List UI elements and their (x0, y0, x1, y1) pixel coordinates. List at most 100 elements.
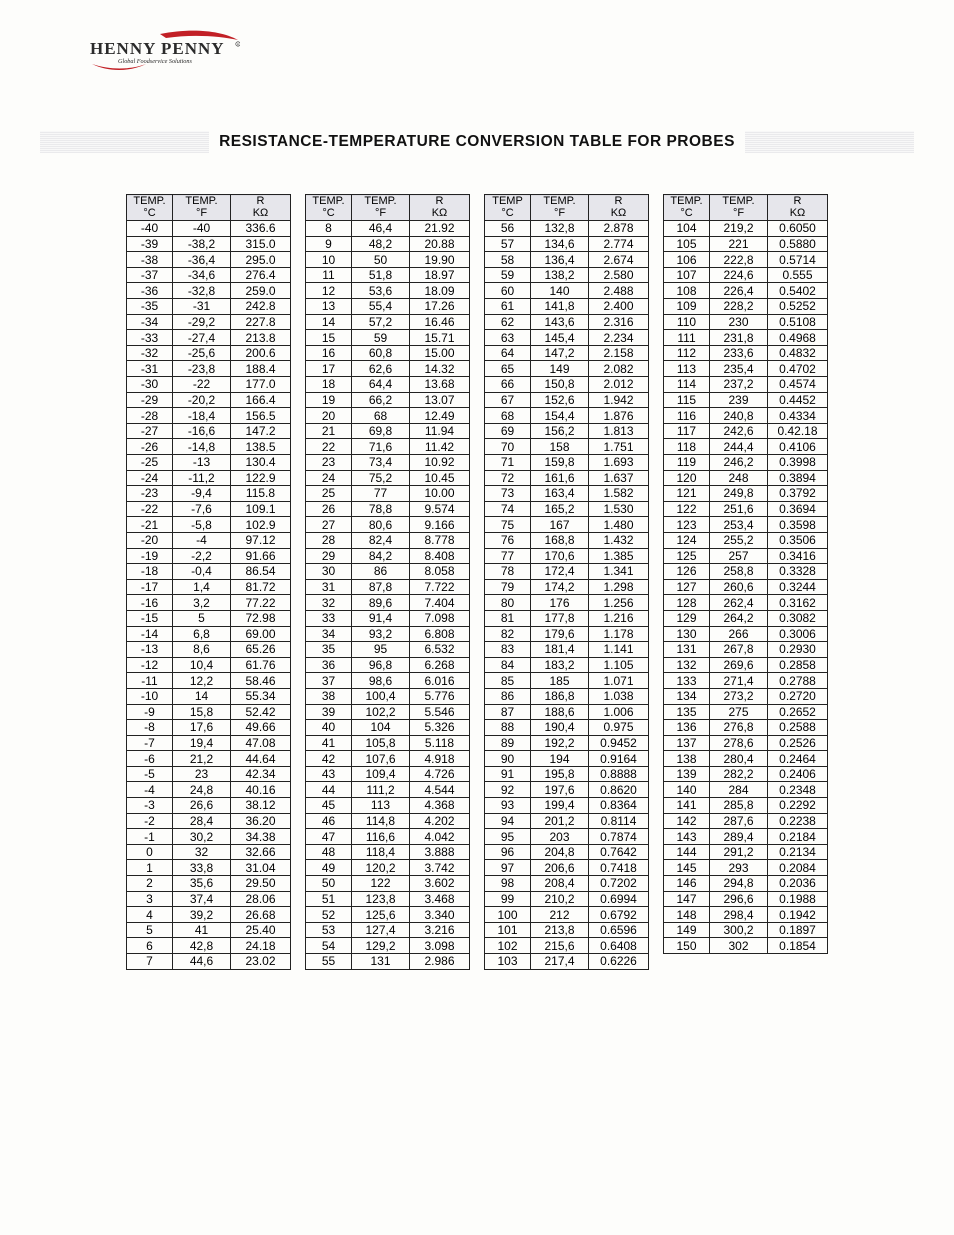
cell-fahrenheit: 240,8 (710, 408, 768, 424)
cell-celsius: 43 (306, 766, 352, 782)
cell-resistance: 2.400 (589, 299, 649, 315)
cell-fahrenheit: 28,4 (173, 813, 231, 829)
cell-resistance: 1.582 (589, 486, 649, 502)
cell-celsius: 114 (664, 377, 710, 393)
cell-resistance: 130.4 (231, 455, 291, 471)
cell-celsius: 134 (664, 688, 710, 704)
cell-fahrenheit: 39,2 (173, 907, 231, 923)
cell-celsius: 76 (485, 532, 531, 548)
cell-resistance: 61.76 (231, 657, 291, 673)
cell-resistance: 9.574 (410, 501, 470, 517)
cell-resistance: 0.2036 (768, 876, 828, 892)
cell-celsius: 41 (306, 735, 352, 751)
cell-resistance: 0.3162 (768, 595, 828, 611)
table-row: 52125,63.340 (306, 907, 470, 923)
cell-resistance: 6.268 (410, 657, 470, 673)
cell-celsius: 83 (485, 642, 531, 658)
table-row: 206812.49 (306, 408, 470, 424)
table-row: 144291,20.2134 (664, 844, 828, 860)
table-row: -130,234.38 (127, 829, 291, 845)
cell-celsius: 15 (306, 330, 352, 346)
table-row: 2271,611.42 (306, 439, 470, 455)
cell-resistance: 72.98 (231, 610, 291, 626)
table-row: 66150,82.012 (485, 377, 649, 393)
table-row: 99210,20.6994 (485, 891, 649, 907)
cell-celsius: 147 (664, 891, 710, 907)
cell-resistance: 13.07 (410, 392, 470, 408)
table-header: TEMP.°F (352, 195, 410, 221)
cell-celsius: -14 (127, 626, 173, 642)
cell-fahrenheit: 123,8 (352, 891, 410, 907)
cell-resistance: 0.4334 (768, 408, 828, 424)
table-row: 1503020.1854 (664, 938, 828, 954)
cell-fahrenheit: 32 (173, 844, 231, 860)
table-row: 98208,40.7202 (485, 876, 649, 892)
cell-celsius: -32 (127, 345, 173, 361)
cell-fahrenheit: 203 (531, 829, 589, 845)
cell-resistance: 177.0 (231, 377, 291, 393)
cell-resistance: 0.4106 (768, 439, 828, 455)
table-row: 105019.90 (306, 252, 470, 268)
cell-resistance: 47.08 (231, 735, 291, 751)
cell-resistance: 3.742 (410, 860, 470, 876)
cell-resistance: 0.2238 (768, 813, 828, 829)
cell-fahrenheit: 69,8 (352, 423, 410, 439)
cell-fahrenheit: 96,8 (352, 657, 410, 673)
cell-celsius: 101 (485, 922, 531, 938)
cell-celsius: -21 (127, 517, 173, 533)
table-header: TEMP.°F (531, 195, 589, 221)
table-row: 97206,60.7418 (485, 860, 649, 876)
table-header: TEMP.°C (127, 195, 173, 221)
cell-resistance: 0.555 (768, 267, 828, 283)
cell-resistance: 0.3894 (768, 470, 828, 486)
cell-fahrenheit: 156,2 (531, 423, 589, 439)
cell-fahrenheit: 91,4 (352, 610, 410, 626)
cell-fahrenheit: 280,4 (710, 751, 768, 767)
cell-fahrenheit: 87,8 (352, 579, 410, 595)
cell-celsius: 149 (664, 922, 710, 938)
cell-resistance: 42.34 (231, 766, 291, 782)
table-row: 56132,82.878 (485, 221, 649, 237)
cell-resistance: 36.20 (231, 813, 291, 829)
cell-celsius: -27 (127, 423, 173, 439)
table-row: 54125.40 (127, 922, 291, 938)
cell-celsius: -33 (127, 330, 173, 346)
cell-fahrenheit: 233,6 (710, 345, 768, 361)
table-row: -29-20,2166.4 (127, 392, 291, 408)
cell-fahrenheit: 260,6 (710, 579, 768, 595)
table-row: 129264,20.3082 (664, 610, 828, 626)
cell-resistance: 1.341 (589, 564, 649, 580)
table-row: 143289,40.2184 (664, 829, 828, 845)
cell-resistance: 0.2464 (768, 751, 828, 767)
table-row: 141285,80.2292 (664, 798, 828, 814)
table-row: 57134,62.774 (485, 236, 649, 252)
cell-fahrenheit: -25,6 (173, 345, 231, 361)
cell-celsius: 3 (127, 891, 173, 907)
cell-resistance: 2.674 (589, 252, 649, 268)
cell-resistance: 147.2 (231, 423, 291, 439)
cell-celsius: 129 (664, 610, 710, 626)
cell-celsius: 69 (485, 423, 531, 439)
cell-fahrenheit: 204,8 (531, 844, 589, 860)
cell-fahrenheit: 3,2 (173, 595, 231, 611)
cell-fahrenheit: 100,4 (352, 688, 410, 704)
cell-resistance: 9.166 (410, 517, 470, 533)
cell-celsius: 104 (664, 221, 710, 237)
cell-fahrenheit: 15,8 (173, 704, 231, 720)
cell-celsius: -5 (127, 766, 173, 782)
cell-resistance: 188.4 (231, 361, 291, 377)
cell-resistance: 14.32 (410, 361, 470, 377)
cell-resistance: 49.66 (231, 720, 291, 736)
cell-resistance: 3.216 (410, 922, 470, 938)
table-row: 113235,40.4702 (664, 361, 828, 377)
cell-fahrenheit: 201,2 (531, 813, 589, 829)
cell-resistance: 102.9 (231, 517, 291, 533)
cell-fahrenheit: 86 (352, 564, 410, 580)
cell-fahrenheit: 262,4 (710, 595, 768, 611)
table-row: -817,649.66 (127, 720, 291, 736)
cell-celsius: 135 (664, 704, 710, 720)
cell-celsius: 65 (485, 361, 531, 377)
cell-celsius: 35 (306, 642, 352, 658)
cell-fahrenheit: 244,4 (710, 439, 768, 455)
table-row: -138,665.26 (127, 642, 291, 658)
